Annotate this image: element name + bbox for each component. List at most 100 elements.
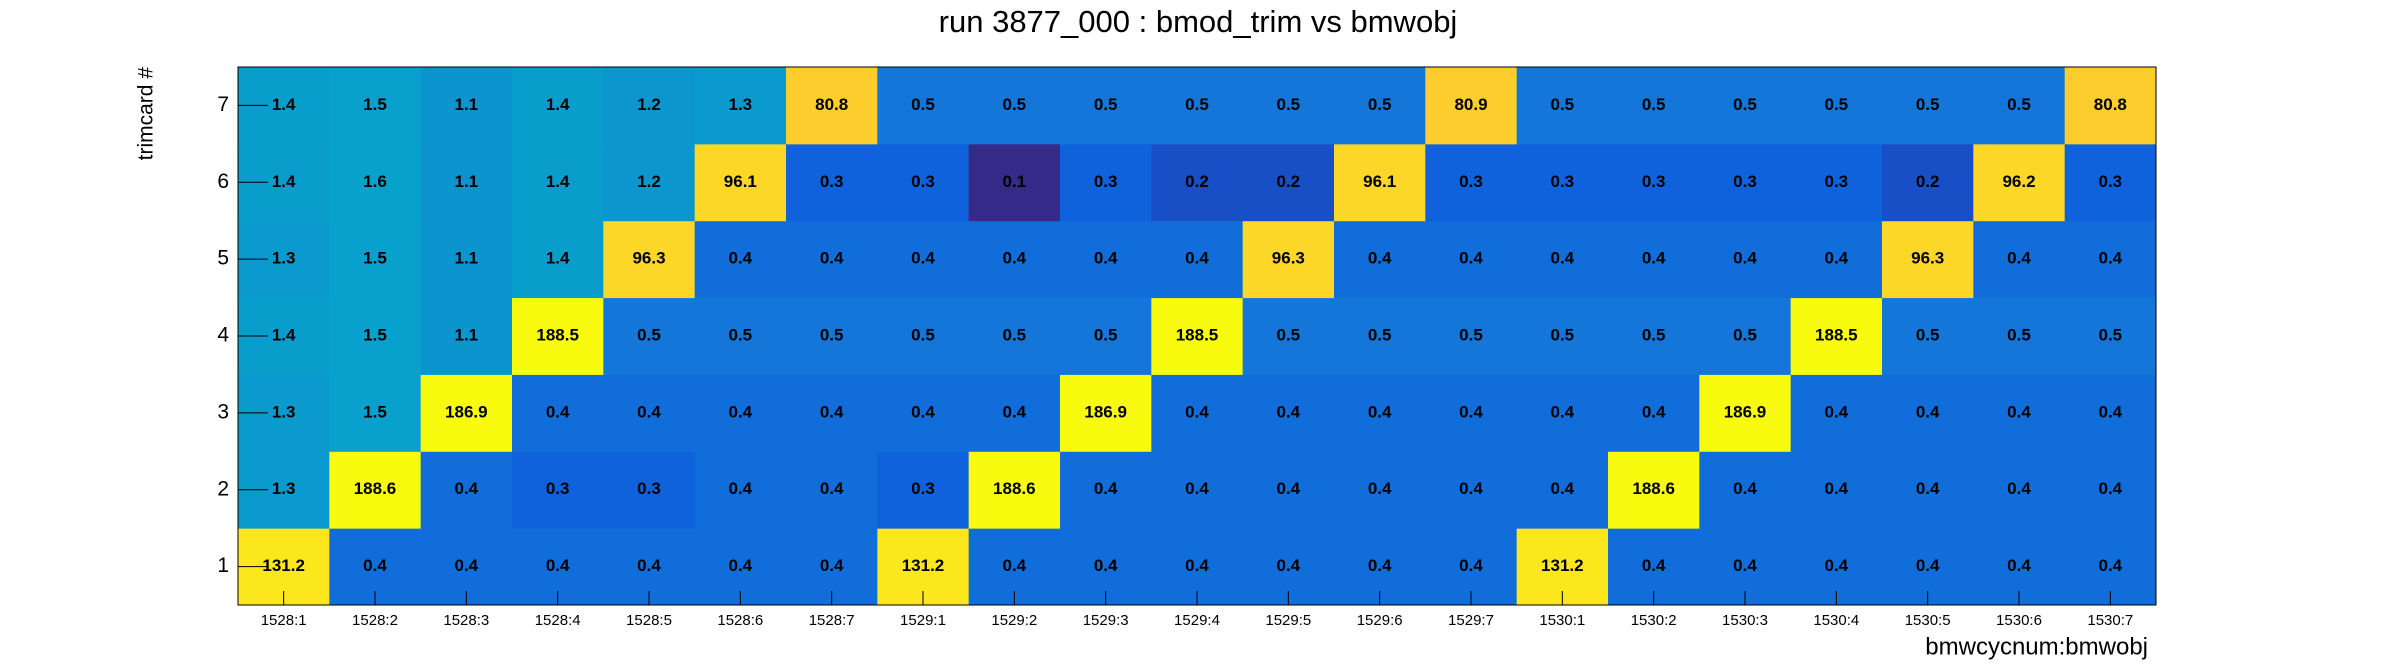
cell-label: 0.4: [2007, 479, 2031, 498]
cell-label: 0.4: [1916, 402, 1940, 421]
cell-label: 0.4: [1368, 479, 1392, 498]
cell: [512, 451, 604, 529]
cell-label: 0.4: [1642, 402, 1666, 421]
cell: [877, 374, 970, 452]
cell: [1882, 374, 1974, 452]
cell: [1699, 220, 1792, 299]
cell: [1242, 451, 1335, 529]
cell-label: 0.4: [1368, 249, 1392, 268]
cell-label: 0.5: [1277, 95, 1301, 114]
cell: [786, 220, 878, 299]
cell: [329, 297, 422, 375]
cell: [1699, 297, 1792, 375]
cell-label: 0.4: [1277, 402, 1301, 421]
cell: [512, 143, 604, 222]
cell: [1608, 374, 1700, 452]
cell-label: 0.4: [1642, 249, 1666, 268]
cell-label: 0.4: [1459, 249, 1483, 268]
cell-label: 0.4: [1733, 556, 1757, 575]
cell: [1699, 67, 1792, 145]
cell-label: 96.3: [1272, 249, 1305, 268]
cell: [877, 143, 970, 222]
cell-label: 0.4: [1733, 249, 1757, 268]
cell: [1608, 220, 1700, 299]
cell-label: 1.4: [272, 95, 296, 114]
x-tick-label: 1529:3: [1083, 612, 1129, 629]
cell: [329, 143, 422, 222]
cell: [420, 451, 513, 529]
cell-label: 0.4: [455, 556, 479, 575]
cell: [968, 220, 1061, 299]
cell-label: 0.4: [1094, 249, 1118, 268]
cell-label: 0.3: [637, 479, 661, 498]
cell-label: 186.9: [1084, 402, 1127, 421]
cell: [786, 143, 878, 222]
cell: [512, 220, 604, 299]
cell: [1242, 67, 1335, 145]
cell: [1151, 297, 1244, 375]
cell-label: 0.5: [1733, 95, 1757, 114]
cell-label: 0.4: [2007, 249, 2031, 268]
cell: [1790, 67, 1883, 145]
cell-label: 1.6: [363, 172, 387, 191]
cell-label: 1.4: [546, 172, 570, 191]
cell-label: 0.4: [1185, 479, 1209, 498]
cell: [1973, 67, 2066, 145]
cell: [329, 67, 422, 145]
cell: [1425, 451, 1518, 529]
cell-label: 0.5: [637, 325, 661, 344]
cell-label: 0.4: [729, 249, 753, 268]
x-tick-label: 1530:7: [2087, 612, 2133, 629]
cell: [694, 297, 787, 375]
cell: [2064, 374, 2157, 452]
cell-label: 0.4: [1277, 479, 1301, 498]
cell-label: 131.2: [902, 556, 945, 575]
cell-label: 0.4: [1185, 402, 1209, 421]
cell-label: 0.5: [911, 95, 935, 114]
cell: [786, 374, 878, 452]
cell-label: 0.5: [1003, 95, 1027, 114]
x-tick-label: 1528:4: [535, 612, 581, 629]
cell: [1334, 67, 1426, 145]
cell-label: 0.5: [1459, 325, 1483, 344]
cell-label: 1.3: [272, 402, 296, 421]
cell: [877, 451, 970, 529]
cell-label: 0.4: [546, 402, 570, 421]
cell-label: 0.4: [546, 556, 570, 575]
cell-label: 1.2: [637, 172, 661, 191]
cell-label: 1.4: [546, 249, 570, 268]
cell: [512, 67, 604, 145]
cell: [1516, 297, 1609, 375]
cell-label: 0.4: [1094, 556, 1118, 575]
cell: [2064, 451, 2157, 529]
cell: [1790, 220, 1883, 299]
cell-label: 80.8: [815, 95, 848, 114]
cell: [786, 67, 878, 145]
cell-label: 0.3: [1642, 172, 1666, 191]
cell: [512, 374, 604, 452]
cell-label: 0.4: [729, 556, 753, 575]
cell-label: 0.3: [1733, 172, 1757, 191]
y-tick-label: 1: [217, 554, 229, 577]
cell-label: 0.4: [2099, 249, 2123, 268]
cell-label: 0.2: [1916, 172, 1940, 191]
cell-label: 0.5: [1642, 95, 1666, 114]
cell-label: 1.1: [455, 95, 479, 114]
cell-label: 0.3: [1551, 172, 1575, 191]
cell: [1242, 220, 1335, 299]
cell: [1425, 67, 1518, 145]
cell-label: 0.4: [1825, 556, 1849, 575]
cell-label: 0.4: [1368, 402, 1392, 421]
cell-label: 0.5: [1916, 325, 1940, 344]
x-tick-label: 1529:1: [900, 612, 946, 629]
cell: [603, 297, 696, 375]
cell: [1973, 374, 2066, 452]
cell-label: 0.4: [1185, 556, 1209, 575]
cell: [1151, 220, 1244, 299]
cell: [1334, 297, 1426, 375]
cell: [2064, 297, 2157, 375]
cell: [1242, 374, 1335, 452]
cell-label: 186.9: [445, 402, 488, 421]
cell-label: 0.4: [455, 479, 479, 498]
